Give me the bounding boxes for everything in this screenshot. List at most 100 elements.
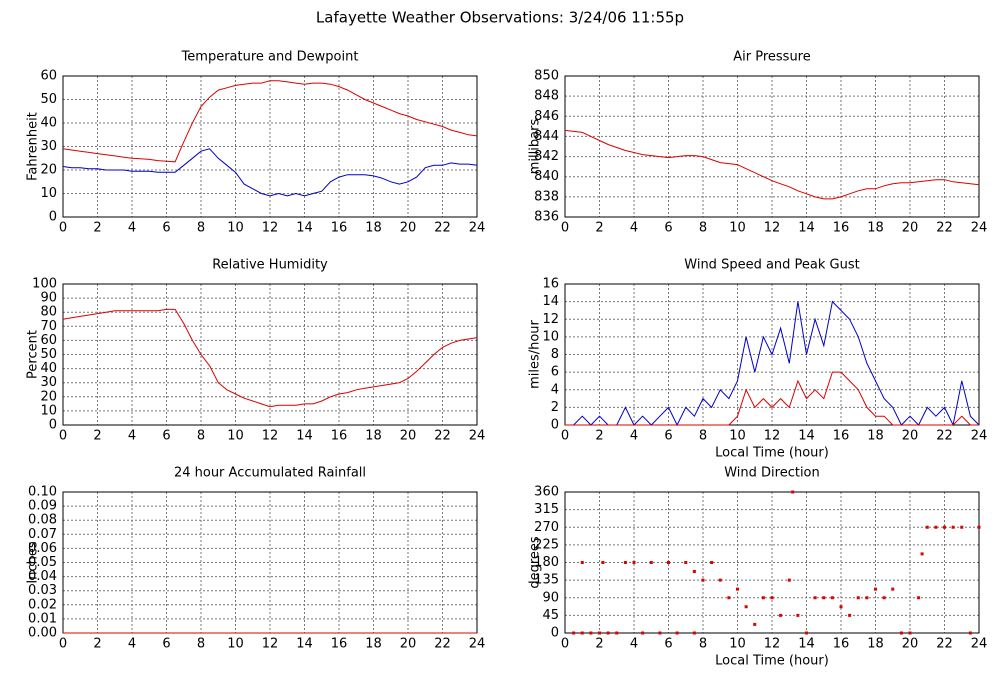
y-tick-label: 0.04 xyxy=(28,569,57,584)
x-tick-label: 8 xyxy=(197,221,205,236)
data-point xyxy=(623,561,627,564)
x-tick-label: 14 xyxy=(798,637,815,652)
y-tick-label: 8 xyxy=(551,347,559,362)
x-tick-label: 18 xyxy=(365,429,382,444)
x-tick-label: 2 xyxy=(93,221,101,236)
x-tick-label: 4 xyxy=(630,221,638,236)
y-tick-label: 50 xyxy=(40,347,57,362)
x-tick-label: 22 xyxy=(936,429,953,444)
x-tick-label: 24 xyxy=(971,221,988,236)
y-tick-label: 4 xyxy=(551,382,559,397)
data-line xyxy=(565,371,979,426)
data-point xyxy=(925,525,929,529)
x-tick-label: 24 xyxy=(469,221,486,236)
x-tick-label: 12 xyxy=(764,637,781,652)
y-tick-label: 0.10 xyxy=(28,485,57,500)
y-tick-label: 0.01 xyxy=(28,611,57,626)
x-tick-label: 20 xyxy=(902,221,919,236)
data-point xyxy=(761,596,765,600)
x-tick-label: 10 xyxy=(729,429,746,444)
data-point xyxy=(667,561,670,564)
x-tick-label: 10 xyxy=(227,429,244,444)
y-tick-label: 0.09 xyxy=(28,499,57,514)
x-tick-label: 8 xyxy=(699,221,707,236)
y-tick-label: 40 xyxy=(40,116,57,131)
data-line xyxy=(62,308,478,408)
x-tick-label: 14 xyxy=(296,637,313,652)
data-point xyxy=(658,631,662,635)
y-axis-label: degrees xyxy=(528,536,543,589)
data-point xyxy=(727,596,731,600)
x-tick-label: 20 xyxy=(400,429,417,444)
x-tick-label: 10 xyxy=(729,221,746,236)
y-tick-label: 30 xyxy=(40,375,57,390)
data-point xyxy=(744,605,748,609)
y-tick-label: 14 xyxy=(542,294,559,309)
x-tick-label: 6 xyxy=(664,221,672,236)
y-tick-label: 70 xyxy=(40,319,57,334)
y-tick-label: 45 xyxy=(542,608,559,623)
data-point xyxy=(753,622,757,626)
x-tick-label: 6 xyxy=(162,221,170,236)
x-tick-label: 22 xyxy=(434,429,451,444)
y-tick-label: 360 xyxy=(534,485,559,500)
panel-title: Temperature and Dewpoint xyxy=(181,50,359,65)
y-tick-label: 0 xyxy=(551,418,559,433)
y-tick-label: 30 xyxy=(40,139,57,154)
data-line xyxy=(564,129,980,200)
x-tick-label: 16 xyxy=(331,637,348,652)
y-tick-label: 180 xyxy=(534,555,559,570)
data-point xyxy=(920,552,924,556)
y-tick-label: 60 xyxy=(40,333,57,348)
x-tick-label: 20 xyxy=(902,429,919,444)
data-point xyxy=(632,561,636,564)
y-tick-label: 10 xyxy=(40,186,57,201)
data-point xyxy=(822,596,826,600)
x-tick-label: 12 xyxy=(262,637,279,652)
data-point xyxy=(848,613,852,617)
main-title: Lafayette Weather Observations: 3/24/06 … xyxy=(316,9,684,27)
x-tick-label: 4 xyxy=(128,429,136,444)
plot-frame xyxy=(564,283,980,426)
y-tick-label: 315 xyxy=(534,502,559,517)
x-tick-label: 20 xyxy=(902,637,919,652)
y-axis-label: Inches xyxy=(26,541,41,583)
y-tick-label: 40 xyxy=(40,361,57,376)
x-tick-label: 2 xyxy=(595,637,603,652)
data-point xyxy=(796,613,800,617)
x-tick-label: 18 xyxy=(867,221,884,236)
data-line xyxy=(62,148,478,197)
x-tick-label: 24 xyxy=(469,637,486,652)
x-tick-label: 0 xyxy=(561,429,569,444)
y-tick-label: 0 xyxy=(49,418,57,433)
x-tick-label: 22 xyxy=(936,637,953,652)
y-tick-label: 846 xyxy=(534,109,559,124)
x-tick-label: 6 xyxy=(162,637,170,652)
x-tick-label: 22 xyxy=(936,221,953,236)
y-tick-label: 0.08 xyxy=(28,513,57,528)
data-point xyxy=(580,561,584,564)
y-tick-label: 100 xyxy=(32,277,57,292)
x-tick-label: 6 xyxy=(664,637,672,652)
panel-title: Relative Humidity xyxy=(212,258,328,273)
y-tick-label: 10 xyxy=(542,329,559,344)
y-tick-label: 20 xyxy=(40,389,57,404)
data-point xyxy=(692,631,696,635)
x-tick-label: 8 xyxy=(197,637,205,652)
data-line xyxy=(62,80,478,163)
data-point xyxy=(692,570,696,574)
x-tick-label: 18 xyxy=(867,637,884,652)
y-axis-label: miles/hour xyxy=(528,319,543,388)
y-tick-label: 12 xyxy=(542,312,559,327)
x-tick-label: 12 xyxy=(764,429,781,444)
data-point xyxy=(649,561,653,564)
y-tick-label: 0.05 xyxy=(28,555,57,570)
y-tick-label: 6 xyxy=(551,365,559,380)
data-point xyxy=(968,631,972,635)
y-axis-label: Percent xyxy=(26,330,41,379)
data-point xyxy=(770,596,774,600)
y-tick-label: 0.06 xyxy=(28,541,57,556)
data-point xyxy=(580,631,584,635)
x-tick-label: 6 xyxy=(664,429,672,444)
x-tick-label: 18 xyxy=(365,221,382,236)
